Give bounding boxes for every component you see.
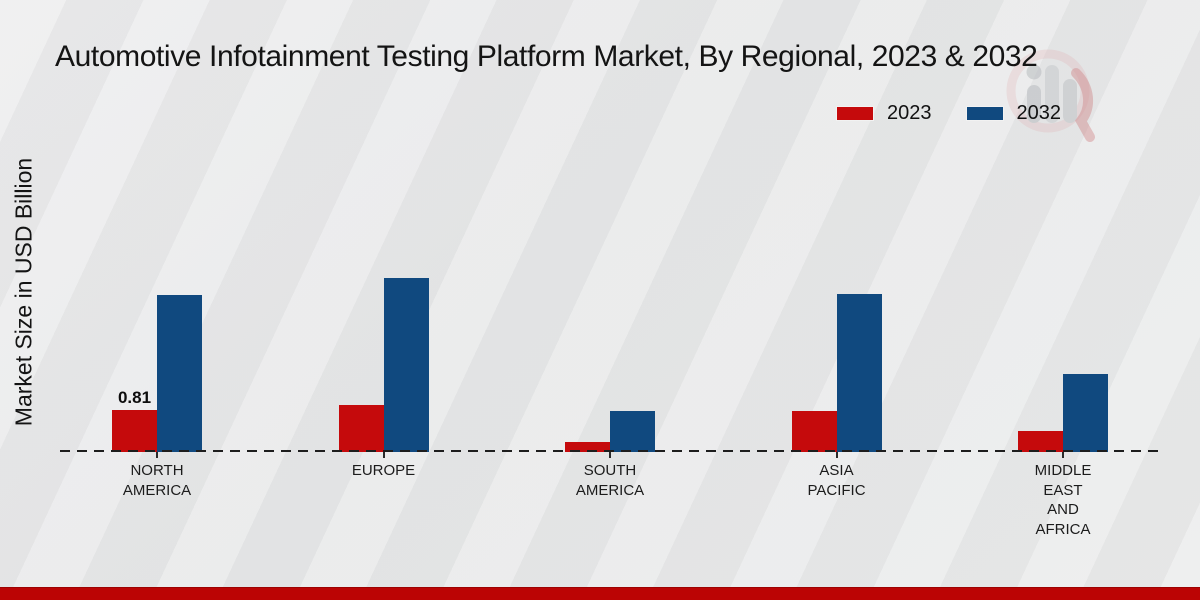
footer-accent-bar [0, 587, 1200, 600]
bar-group-north-america [112, 295, 202, 452]
bar-2032-asia-pacific [836, 294, 882, 452]
category-label-europe: EUROPE [351, 462, 416, 479]
bar-2023-middle-east-and-africa [1018, 431, 1063, 452]
bar-2023-asia-pacific [791, 411, 837, 452]
legend-item-2023: 2023 [836, 102, 932, 125]
brand-watermark-logo [1006, 49, 1095, 142]
value-label-north-america: 0.81 [117, 388, 152, 407]
legend-label: 2023 [887, 102, 932, 124]
legend-swatch [836, 106, 874, 121]
x-axis-tick-south-america [609, 452, 611, 458]
bar-2023-europe [338, 405, 384, 452]
bar-2023-south-america [565, 442, 610, 452]
x-axis-tick-asia-pacific [835, 452, 838, 458]
x-axis-baseline [60, 450, 1163, 452]
legend-swatch [965, 106, 1004, 121]
bar-2032-europe [383, 278, 429, 452]
x-axis-tick-europe [382, 452, 385, 458]
category-label-south-america: SOUTH AMERICA [575, 462, 645, 499]
x-axis-tick-north-america [156, 452, 158, 458]
x-axis-tick-middle-east-and-africa [1062, 452, 1064, 458]
y-axis-label: Market Size in USD Billion [10, 157, 37, 427]
legend: 2023 2032 [836, 102, 1061, 125]
bar-group-europe [338, 278, 429, 452]
bar-2032-south-america [610, 411, 655, 452]
legend-label: 2032 [1016, 102, 1062, 124]
bar-2023-north-america [112, 410, 157, 452]
chart-title: Automotive Infotainment Testing Platform… [55, 40, 1038, 73]
category-label-north-america: NORTH AMERICA [122, 462, 192, 499]
bar-2032-north-america [157, 295, 202, 452]
bar-group-south-america [565, 411, 655, 452]
bar-2032-middle-east-and-africa [1063, 374, 1108, 452]
category-label-asia-pacific: ASIA PACIFIC [807, 462, 866, 499]
category-label-middle-east-and-africa: MIDDLE EAST AND AFRICA [1034, 462, 1092, 538]
bar-group-asia-pacific [791, 294, 882, 452]
legend-item-2032: 2032 [965, 102, 1062, 125]
bar-group-middle-east-and-africa [1018, 374, 1108, 452]
